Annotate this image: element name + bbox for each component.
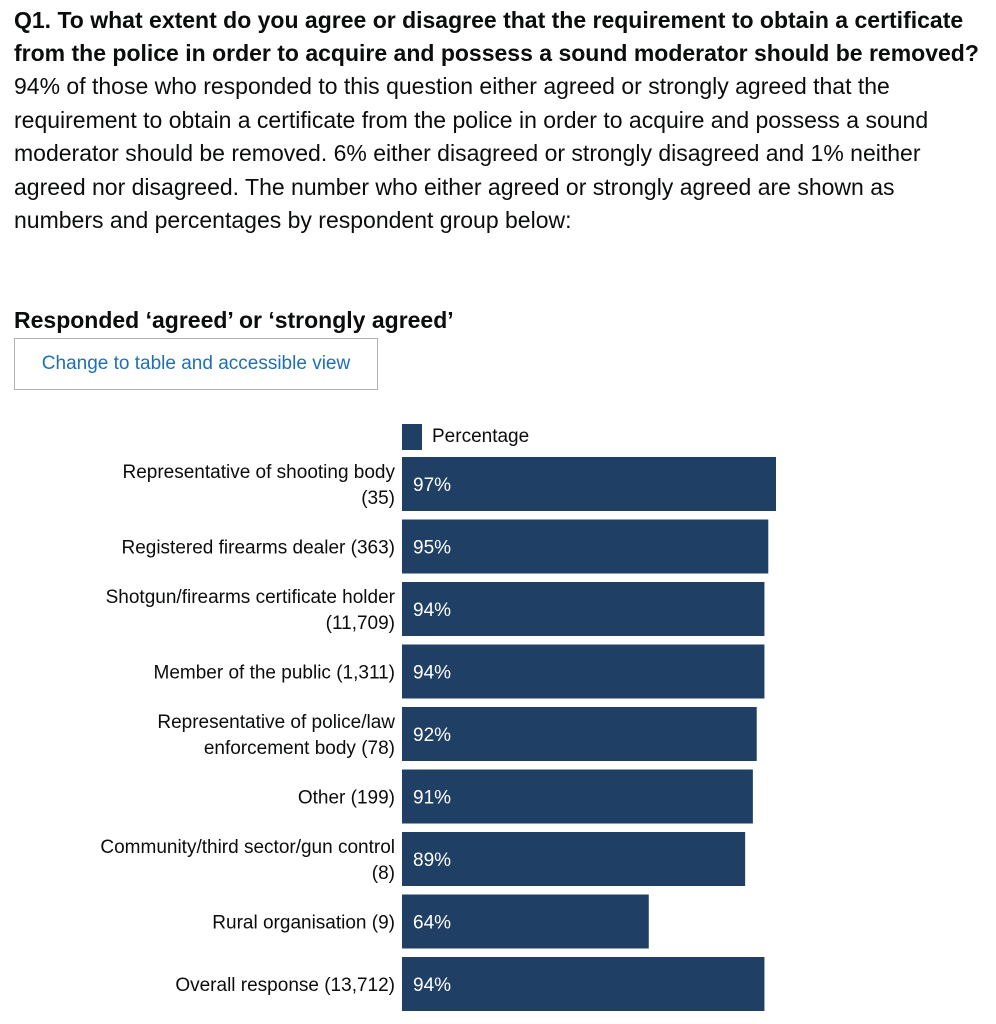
category-label: (8) [372,863,395,884]
bar-2 [402,582,765,636]
legend-label: Percentage [432,426,530,447]
category-label: Other (199) [298,788,395,809]
category-label: Rural organisation (9) [212,913,395,934]
category-label: Representative of police/law [157,712,395,733]
question-section: Q1. To what extent do you agree or disag… [14,4,984,238]
bar-value-label: 95% [413,538,451,559]
bar-value-label: 64% [413,913,451,934]
question-heading: Q1. To what extent do you agree or disag… [14,7,979,66]
legend-swatch [402,424,422,450]
bar-3 [402,644,765,699]
category-label: Member of the public (1,311) [154,663,396,684]
bar-value-label: 94% [413,663,451,684]
category-label: Representative of shooting body [122,462,395,483]
bar-value-label: 89% [413,850,451,871]
bar-7 [402,894,649,949]
bar-value-label: 92% [413,725,451,746]
category-label: (35) [361,488,395,509]
bar-value-label: 94% [413,975,451,996]
category-label: (11,709) [326,613,395,634]
bar-value-label: 94% [413,600,451,621]
bar-1 [402,519,769,574]
bar-5 [402,769,753,824]
chart-heading: Responded ‘agreed’ or ‘strongly agreed’ [14,307,454,333]
bar-0 [402,457,776,511]
bar-8 [402,957,765,1011]
bar-value-label: 91% [413,788,451,809]
category-label: enforcement body (78) [204,738,395,759]
table-view-toggle-button[interactable]: Change to table and accessible view [14,338,378,390]
category-label: Overall response (13,712) [175,975,395,996]
category-label: Registered firearms dealer (363) [121,538,395,559]
chart-legend: Percentage [402,424,529,450]
bar-value-label: 97% [413,475,451,496]
category-label: Shotgun/firearms certificate holder [106,587,396,608]
bar-4 [402,707,757,761]
category-label: Community/third sector/gun control [100,837,395,858]
question-summary: 94% of those who responded to this quest… [14,73,929,233]
bar-6 [402,832,746,886]
